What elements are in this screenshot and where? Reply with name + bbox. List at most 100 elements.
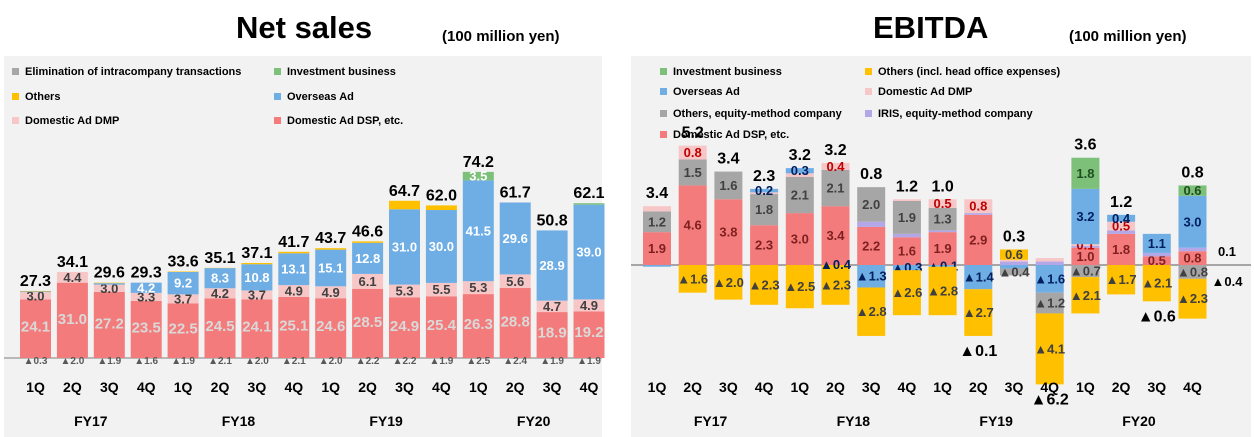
ebitda-bar-iris	[1071, 245, 1100, 248]
ebitda-quarter-label: 1Q	[933, 379, 952, 395]
net-sales-value-label-dsp: 22.5	[168, 320, 197, 337]
ebitda-total-label: 0.8	[1181, 164, 1203, 181]
ebitda-legend-swatch	[660, 110, 667, 117]
ebitda-legend-swatch	[865, 110, 872, 117]
ebitda-neg-value-label-others: ▲1.7	[1106, 272, 1137, 287]
net-sales-value-label-dmp: 4.9	[322, 285, 340, 300]
net-sales-value-label-overseas: 4.2	[137, 280, 155, 295]
net-sales-value-label-overseas: 29.6	[503, 231, 528, 246]
net-sales-legend-swatch	[12, 93, 19, 100]
ebitda-bar-iris	[1142, 252, 1171, 257]
net-sales-total-label: 27.3	[20, 273, 51, 290]
net-sales-value-label-dsp: 28.8	[501, 314, 530, 331]
ebitda-neg-bar-overseas	[928, 265, 957, 267]
ebitda-extra-label: ▲0.4	[820, 257, 852, 272]
net-sales-value-label-dmp: 5.3	[469, 280, 487, 295]
ebitda-legend-swatch	[660, 131, 667, 138]
net-sales-bar-dmp	[241, 290, 273, 300]
net-sales-bar-dsp	[278, 297, 310, 358]
net-sales-legend-swatch	[274, 117, 281, 124]
net-sales-elim-label: ▲1.9	[577, 356, 601, 367]
ebitda-value-label-dmp: 0.5	[1112, 219, 1130, 234]
ebitda-value-label-dsp: 1.8	[1112, 242, 1130, 257]
net-sales-bar-dsp	[241, 299, 273, 358]
net-sales-legend-swatch	[12, 68, 19, 75]
ebitda-value-label-investment: 1.8	[1076, 166, 1094, 181]
net-sales-bar-investment	[573, 203, 605, 205]
ebitda-bar-iris	[1178, 247, 1207, 252]
ebitda-legend-swatch	[660, 68, 667, 75]
net-sales-value-label-dsp: 28.5	[353, 314, 382, 331]
net-sales-bar-dsp	[573, 311, 605, 358]
net-sales-bar-overseas	[573, 204, 605, 300]
net-sales-value-label-dmp: 4.9	[580, 298, 598, 313]
ebitda-bar-investment	[1178, 185, 1207, 196]
ebitda-value-label-dsp: 1.6	[898, 244, 916, 259]
net-sales-value-label-dsp: 26.3	[464, 316, 493, 333]
net-sales-value-label-dsp: 19.2	[574, 324, 603, 341]
net-sales-panel: Net sales (100 million yen) Elimination …	[0, 0, 620, 437]
ebitda-value-label-overseas: 3.0	[1183, 214, 1201, 229]
ebitda-neg-bar-overseas	[892, 265, 921, 271]
net-sales-value-label-dsp: 31.0	[58, 311, 87, 328]
ebitda-neg-value-label-others: ▲2.3	[749, 277, 780, 292]
ebitda-value-label-elim: 2.0	[862, 197, 880, 212]
net-sales-bar-dsp	[352, 288, 384, 358]
net-sales-bar-dsp	[462, 294, 494, 358]
net-sales-elim-label: ▲2.1	[282, 356, 306, 367]
net-sales-quarter-label: 3Q	[543, 379, 562, 395]
ebitda-side-label: ▲0.4	[1212, 274, 1244, 289]
ebitda-value-label-dmp: 0.4	[826, 159, 845, 174]
ebitda-legend-swatch	[865, 88, 872, 95]
net-sales-bar-overseas	[204, 268, 236, 289]
net-sales-bar-dmp	[462, 281, 494, 295]
ebitda-neg-bar-overseas	[964, 265, 993, 290]
ebitda-neg-value-label-others: ▲2.8	[927, 283, 958, 298]
ebitda-bar-iris	[892, 233, 921, 238]
net-sales-legend-label: Others	[25, 91, 61, 103]
net-sales-bar-overseas	[93, 283, 125, 285]
net-sales-value-label-dmp: 3.3	[137, 289, 155, 304]
ebitda-value-label-dsp: 1.9	[648, 241, 666, 256]
ebitda-quarter-label: 2Q	[969, 379, 988, 395]
ebitda-neg-value-label-elim: ▲1.2	[1034, 296, 1065, 311]
ebitda-quarter-label: 3Q	[862, 379, 881, 395]
net-sales-value-label-overseas: 10.8	[244, 270, 269, 285]
ebitda-neg-value-label-others: ▲4.1	[1034, 341, 1065, 356]
ebitda-neg-value-label-others: ▲2.8	[856, 304, 887, 319]
ebitda-fiscal-year-label: FY20	[1122, 413, 1156, 429]
net-sales-legend-swatch	[274, 93, 281, 100]
net-sales-bar-dmp	[425, 282, 457, 297]
ebitda-bar-elim	[678, 159, 707, 186]
ebitda-value-label-dsp: 1.9	[934, 241, 952, 256]
net-sales-legend-item: Domestic Ad DMP	[12, 115, 119, 127]
ebitda-value-label-overseas: 0.3	[791, 163, 809, 178]
net-sales-value-label-overseas: 39.0	[576, 245, 601, 260]
net-sales-elim-label: ▲0.3	[24, 356, 48, 367]
net-sales-value-label-dsp: 24.9	[390, 318, 419, 335]
ebitda-value-label-dmp: 0.5	[934, 196, 952, 211]
net-sales-total-label: 74.2	[463, 154, 494, 171]
net-sales-value-label-overseas: 13.1	[281, 262, 306, 277]
net-sales-bar-dmp	[20, 292, 51, 300]
net-sales-value-label-dmp: 4.9	[285, 284, 303, 299]
net-sales-bar-overseas	[167, 271, 199, 295]
net-sales-quarter-label: 4Q	[284, 379, 303, 395]
ebitda-bar-dsp	[964, 214, 993, 265]
net-sales-bar-overseas	[241, 264, 273, 291]
ebitda-value-label-dmp: 0.8	[684, 145, 702, 160]
ebitda-bar-dsp	[892, 237, 921, 265]
ebitda-neg-value-label-others: ▲2.3	[1177, 291, 1208, 306]
ebitda-value-label-elim: 1.2	[648, 214, 666, 229]
ebitda-quarter-label: 4Q	[755, 379, 774, 395]
ebitda-value-label-elim: 2.1	[791, 187, 809, 202]
ebitda-value-label-dsp: 3.4	[826, 228, 845, 243]
ebitda-neg-bar-overseas	[857, 265, 886, 288]
ebitda-neg-bar-others	[1142, 265, 1171, 302]
ebitda-total-label: 3.2	[789, 147, 811, 164]
net-sales-total-label: 35.1	[204, 250, 235, 267]
ebitda-panel: EBITDA (100 million yen) Investment busi…	[627, 0, 1254, 437]
net-sales-bar-dmp	[93, 284, 125, 292]
ebitda-total-label: 5.2	[682, 125, 704, 142]
ebitda-neg-bar-others	[964, 289, 993, 336]
